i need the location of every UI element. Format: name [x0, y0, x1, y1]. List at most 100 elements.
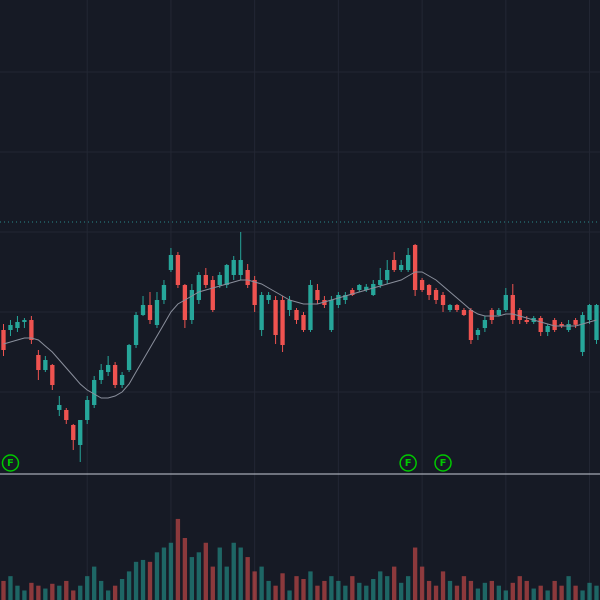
- candle-body: [503, 295, 508, 310]
- candle-body: [154, 300, 160, 325]
- volume-bar: [580, 590, 585, 600]
- candle-body: [510, 295, 515, 320]
- candle-body: [426, 285, 432, 295]
- volume-bar: [287, 590, 292, 600]
- volume-bar: [405, 576, 411, 600]
- candle-body: [552, 320, 557, 330]
- candle-body: [85, 400, 90, 420]
- candle-body: [308, 285, 313, 330]
- volume-bar: [85, 576, 90, 600]
- candle-body: [92, 380, 97, 405]
- volume-bar: [419, 566, 425, 600]
- volume-bar: [224, 566, 229, 600]
- volume-bar: [133, 561, 139, 600]
- volume-bar: [461, 576, 467, 600]
- volume-bar: [210, 566, 215, 600]
- candle-body: [196, 275, 201, 300]
- candle-body: [371, 284, 376, 295]
- candle-body: [161, 285, 167, 300]
- candle-body: [210, 280, 215, 310]
- volume-bar: [524, 580, 529, 600]
- volume-bar: [175, 518, 181, 600]
- volume-bar: [154, 552, 160, 600]
- candle-body: [133, 315, 139, 345]
- volume-bar: [566, 576, 571, 600]
- volume-bar: [559, 585, 564, 600]
- volume-bar: [545, 590, 550, 600]
- candle-body: [412, 245, 418, 290]
- candle-body: [57, 405, 62, 410]
- volume-bar: [71, 590, 76, 600]
- candle-body: [112, 365, 118, 385]
- volume-bar: [161, 547, 167, 600]
- volume-bar: [238, 547, 243, 600]
- volume-bar: [426, 580, 432, 600]
- candle-body: [329, 300, 334, 330]
- volume-bar: [503, 590, 508, 600]
- volume-bar: [203, 542, 208, 600]
- candle-body: [489, 310, 495, 320]
- volume-bar: [15, 585, 20, 600]
- candle-body: [224, 265, 229, 285]
- volume-bar: [112, 585, 118, 600]
- candle-body: [315, 290, 320, 300]
- volume-bar: [8, 576, 13, 600]
- candle-body: [189, 290, 195, 320]
- candle-body: [301, 315, 306, 330]
- volume-bar: [259, 566, 264, 600]
- candle-body: [336, 295, 341, 305]
- candle-body: [385, 270, 390, 280]
- candle-body: [419, 280, 425, 290]
- candle-body: [357, 285, 362, 290]
- candle-body: [22, 320, 27, 322]
- volume-bar: [78, 585, 83, 600]
- volume-bar: [43, 588, 48, 600]
- volume-bar: [357, 582, 362, 600]
- candle-body: [433, 290, 439, 300]
- candle-body: [461, 310, 467, 315]
- event-marker: [1, 454, 20, 472]
- volume-bar: [496, 585, 501, 600]
- candle-body: [496, 310, 501, 315]
- candle-body: [580, 315, 585, 352]
- volume-bar: [587, 582, 592, 600]
- volume-bar: [517, 576, 522, 600]
- candle-body: [15, 322, 20, 328]
- candle-body: [266, 295, 271, 300]
- volume-bar: [168, 542, 174, 600]
- volume-bar: [92, 566, 97, 600]
- volume-bar: [482, 582, 488, 600]
- candle-body: [64, 410, 69, 420]
- candle-body: [119, 375, 125, 385]
- volume-bar: [385, 576, 390, 600]
- volume-bar: [147, 561, 153, 600]
- candle-body: [524, 320, 529, 322]
- volume-bar: [573, 585, 578, 600]
- volume-bar: [280, 573, 285, 600]
- candle-body: [147, 305, 153, 320]
- candle-body: [287, 300, 292, 310]
- candle-body: [517, 310, 522, 320]
- candle-body: [545, 326, 550, 332]
- candle-body: [175, 255, 181, 285]
- candle-body: [482, 320, 488, 328]
- candle-body: [559, 324, 564, 326]
- candle-body: [1, 330, 6, 350]
- candle-body: [399, 265, 404, 270]
- event-marker: [434, 454, 452, 472]
- candle-body: [350, 290, 355, 295]
- volume-bar: [245, 557, 250, 600]
- candle-body: [273, 300, 278, 335]
- volume-bar: [29, 582, 34, 600]
- volume-bar: [99, 580, 104, 600]
- candle-body: [343, 295, 348, 300]
- volume-bar: [489, 580, 495, 600]
- candle-body: [378, 280, 383, 285]
- volume-bar: [399, 582, 404, 600]
- candle-body: [43, 360, 48, 370]
- candle-body: [538, 318, 543, 332]
- volume-bar: [322, 580, 327, 600]
